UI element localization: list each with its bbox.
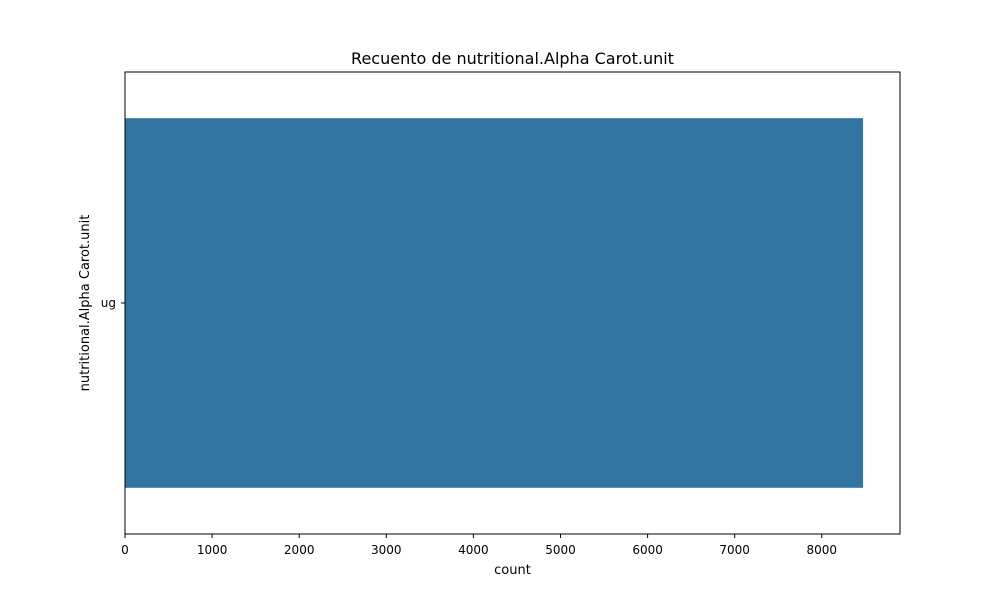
x-tick-label: 5000	[545, 543, 576, 557]
x-tick-label: 1000	[197, 543, 228, 557]
y-axis: ug	[101, 296, 125, 310]
y-axis-label: nutritional.Alpha Carot.unit	[78, 215, 93, 392]
x-tick-label: 3000	[371, 543, 402, 557]
bars-group	[125, 118, 864, 488]
x-tick-label: 0	[121, 543, 129, 557]
x-tick-label: 2000	[284, 543, 315, 557]
x-tick-label: 6000	[632, 543, 663, 557]
x-axis: 0 1000 2000 3000 4000 5000 6000 7000 8000	[121, 534, 837, 557]
x-tick-label: 8000	[807, 543, 838, 557]
y-tick-label: ug	[101, 296, 116, 310]
chart-title: Recuento de nutritional.Alpha Carot.unit	[351, 49, 674, 68]
bar-ug	[125, 118, 864, 488]
x-tick-label: 7000	[719, 543, 750, 557]
x-tick-label: 4000	[458, 543, 489, 557]
x-axis-label: count	[494, 563, 531, 578]
